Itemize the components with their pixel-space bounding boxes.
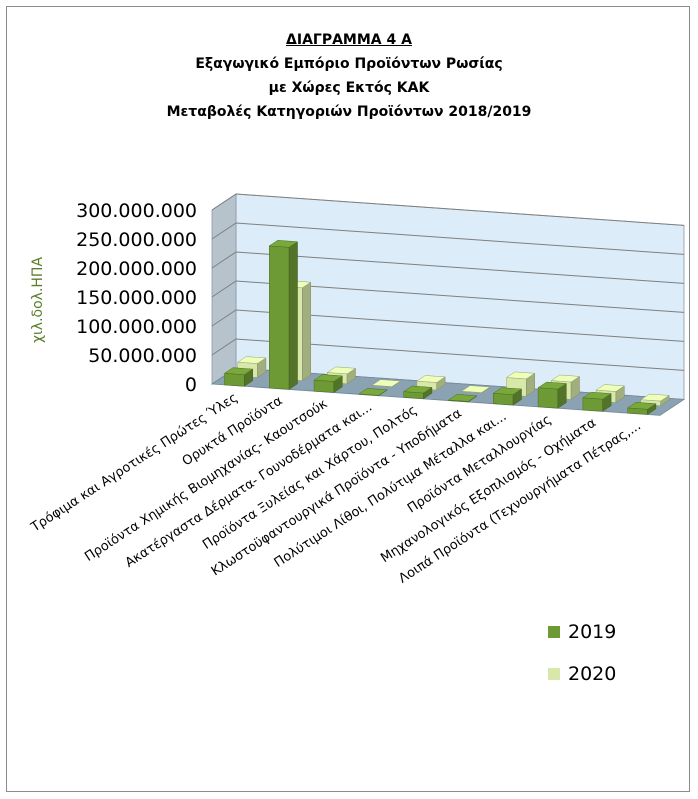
bar-front — [582, 397, 603, 412]
legend-label: 2020 — [568, 663, 616, 685]
bar-front — [269, 245, 290, 390]
bar-top — [582, 391, 612, 400]
legend-label: 2019 — [568, 621, 616, 643]
bar-top — [537, 381, 568, 390]
x-axis-ticks: Τρόφιμα και Αγροτικές Πρώτες ΎλεςΟρυκτά … — [28, 390, 644, 586]
bar-2019 — [402, 385, 433, 400]
bar-2019 — [313, 374, 344, 393]
bar-top — [640, 393, 670, 402]
bar-2019 — [492, 387, 523, 406]
bar-top — [595, 384, 626, 392]
y-tick-label: 150.000.000 — [76, 287, 197, 309]
bar-2020 — [460, 385, 491, 394]
chart-title-line-1: ΔΙΑΓΡΑΜΜΑ 4 Α — [286, 32, 412, 48]
y-tick-label: 100.000.000 — [76, 316, 197, 338]
y-axis-ticks: 300.000.000 250.000.000 200.000.000 150.000… — [76, 200, 197, 396]
legend-swatch — [548, 626, 560, 638]
bar-2019 — [582, 391, 612, 412]
bar-top — [223, 367, 254, 375]
bar-top — [492, 387, 523, 395]
bar-2020 — [371, 379, 402, 388]
bar-top — [371, 379, 402, 387]
bar-top — [358, 388, 388, 396]
bar-top — [326, 366, 357, 375]
bar-top — [447, 394, 478, 402]
chart-gridlines — [211, 193, 685, 371]
bar-2019 — [626, 402, 657, 415]
bar-front — [313, 379, 335, 393]
legend: 2019 2020 — [548, 621, 616, 685]
bar-2019 — [268, 240, 299, 390]
chart-title-line-4: Μεταβολές Κατηγοριών Προϊόντων 2018/2019 — [166, 104, 532, 120]
y-tick-label: 300.000.000 — [76, 200, 197, 222]
bar-top — [236, 356, 267, 364]
bar-top — [402, 385, 433, 394]
y-axis-label: χιλ.δολ.ΗΠΑ — [30, 257, 46, 343]
chart-title-line-3: με Χώρες Εκτός ΚΑΚ — [268, 80, 430, 96]
bar-top — [460, 385, 491, 393]
bar-front — [537, 387, 559, 409]
gridline — [211, 222, 685, 255]
bar-2019 — [447, 394, 478, 403]
chart-title-line-2: Εξαγωγικό Εμπόριο Προϊόντων Ρωσίας — [195, 56, 503, 72]
bar-2019 — [223, 367, 254, 387]
gridline — [211, 309, 685, 342]
legend-swatch — [548, 668, 560, 680]
bar-side — [302, 281, 311, 382]
y-tick-label: 50.000.000 — [88, 345, 197, 367]
bar-top — [505, 371, 536, 380]
y-tick-label: 0 — [185, 374, 197, 396]
bar-top — [550, 374, 581, 383]
bar-top — [313, 374, 344, 382]
bar-2019 — [537, 381, 568, 409]
bar-front — [493, 393, 514, 406]
gridline — [211, 280, 685, 313]
bar-top — [416, 375, 446, 383]
bar-top — [268, 240, 299, 248]
bar-side — [288, 241, 298, 390]
bar-top — [626, 402, 657, 410]
bar-2019 — [358, 388, 388, 397]
y-tick-label: 200.000.000 — [76, 258, 197, 280]
gridline — [211, 338, 685, 371]
bar-front — [224, 373, 245, 387]
gridline — [211, 251, 685, 284]
y-tick-label: 250.000.000 — [76, 229, 197, 251]
chart-bars — [223, 240, 670, 415]
gridline — [211, 193, 685, 226]
